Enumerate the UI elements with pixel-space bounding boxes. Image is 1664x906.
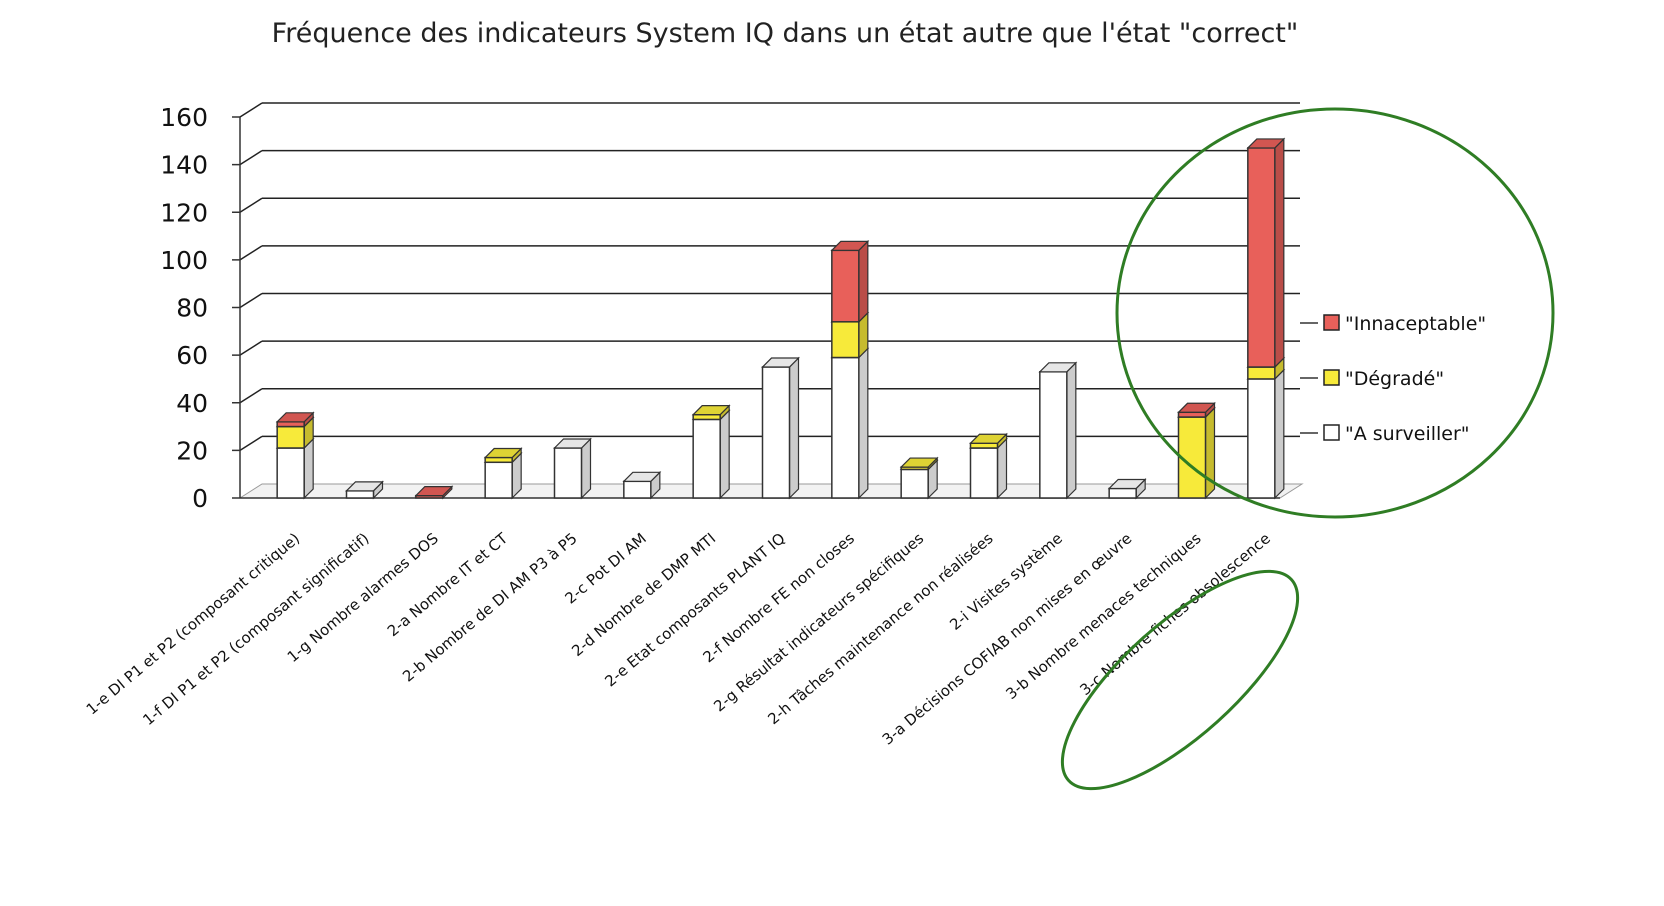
bar-segment [830, 347, 870, 500]
gridline-depth [239, 435, 263, 452]
bar-segment [1177, 401, 1216, 419]
bar-segment [691, 404, 731, 421]
legend-item: "Dégradé" [1300, 368, 1444, 390]
bar-segment [1038, 361, 1078, 500]
bars [275, 137, 1286, 500]
bar-segment [1177, 406, 1216, 500]
bar-segment [761, 356, 800, 500]
legend-item: "Innaceptable" [1300, 313, 1486, 335]
y-tick-label: 0 [192, 484, 208, 513]
bar-segment [622, 470, 662, 500]
bar-segment [483, 447, 523, 464]
x-tick-label: 2-a Nombre IT et CT [384, 529, 512, 640]
highlight-ellipse-large [1115, 107, 1555, 519]
bar-segment [830, 239, 870, 324]
legend: "Innaceptable" "Dégradé" "A surveiller" [1300, 313, 1486, 445]
bar-segment [691, 408, 731, 500]
bar-segment [1246, 137, 1286, 369]
legend-label: "Dégradé" [1345, 368, 1444, 390]
chart-title: Fréquence des indicateurs System IQ dans… [271, 18, 1299, 49]
bar-segment [553, 437, 592, 500]
y-tick-label: 120 [160, 198, 208, 227]
legend-label: "Innaceptable" [1345, 313, 1486, 335]
gridline-depth [239, 197, 263, 213]
y-tick-label: 60 [176, 341, 208, 370]
y-tick-label: 140 [160, 151, 208, 180]
bar-segment [899, 456, 939, 471]
bar-segment [275, 411, 315, 429]
gridline-depth [239, 102, 263, 118]
gridline-depth [239, 245, 263, 261]
gridline-depth [239, 340, 263, 356]
legend-swatch [1323, 369, 1340, 386]
y-tick-label: 20 [176, 436, 208, 465]
gridline-depth [239, 388, 263, 404]
bar-segment [345, 480, 384, 500]
legend-label: "A surveiller" [1345, 423, 1470, 445]
legend-swatch [1323, 314, 1340, 331]
x-tick-label: 3-a Décisions COFIAB non mises en œuvre [879, 529, 1135, 748]
y-tick-label: 40 [176, 389, 208, 418]
y-tick-label: 160 [160, 103, 208, 132]
x-tick-label: 2-i Visites système [946, 529, 1066, 634]
bar-segment [275, 437, 315, 500]
y-tick-label: 100 [160, 246, 208, 275]
category-labels: 1-e DI P1 et P2 (composant critique)1-f … [83, 529, 1274, 749]
bar-segment [414, 485, 454, 500]
axes: 0 20 40 60 80 100 120 140 160 [160, 103, 1280, 513]
gridline-depth [239, 292, 263, 309]
bar-segment [969, 432, 1008, 450]
legend-swatch [1323, 424, 1340, 441]
bar-segment [1107, 478, 1147, 500]
y-tick-label: 80 [176, 294, 208, 323]
bar-segment [1246, 368, 1286, 500]
highlight-ellipse-small [1060, 569, 1300, 791]
legend-item: "A surveiller" [1300, 423, 1470, 445]
gridline-depth [239, 149, 263, 166]
